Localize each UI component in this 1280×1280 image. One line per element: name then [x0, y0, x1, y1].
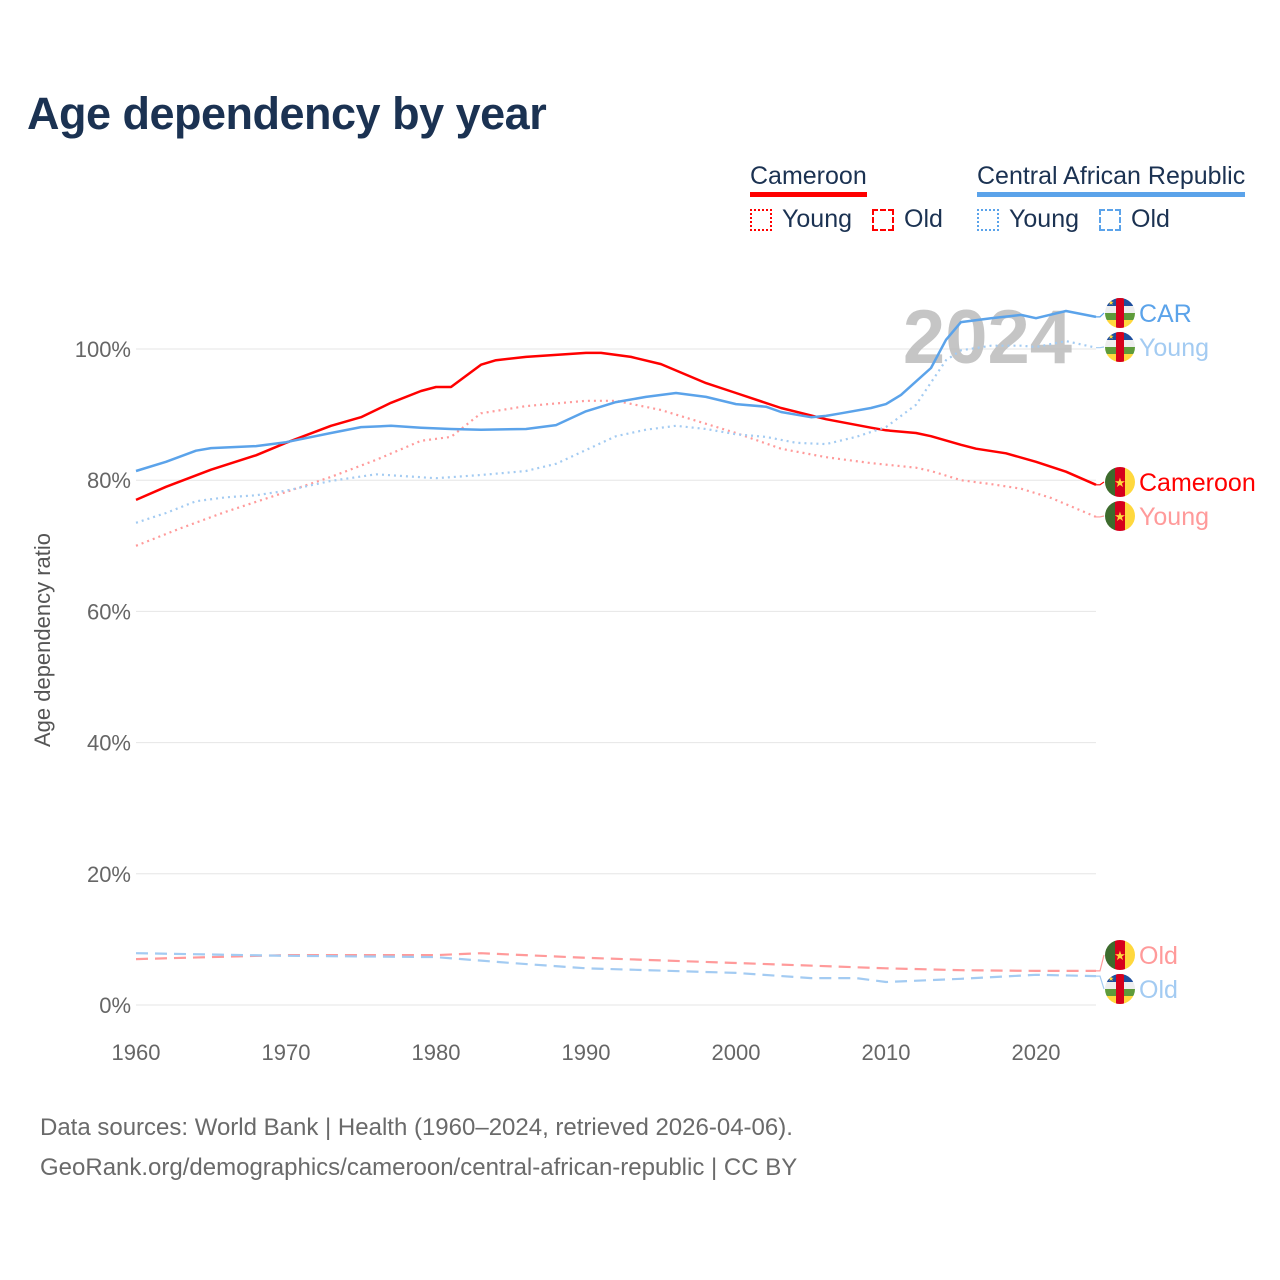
series-end-label: Young [1139, 503, 1209, 531]
svg-text:★: ★ [1114, 948, 1126, 963]
series-line-central-african-republic-old [135, 952, 1097, 984]
x-tick-label: 2000 [712, 1040, 761, 1065]
series-line-central-african-republic-young [135, 340, 1097, 524]
x-tick-label: 2010 [862, 1040, 911, 1065]
label-connector [1096, 312, 1105, 318]
y-tick-label: 80% [87, 468, 131, 493]
legend-car-old[interactable]: Old [1131, 205, 1170, 233]
x-tick-label: 1970 [262, 1040, 311, 1065]
label-connector [1096, 481, 1105, 486]
series-end-label: Old [1139, 942, 1178, 970]
y-tick-label: 60% [87, 599, 131, 624]
series-end-label: Young [1139, 334, 1209, 362]
series-end-label: Cameroon [1139, 469, 1256, 497]
svg-text:★: ★ [1108, 333, 1114, 341]
legend-cameroon-label[interactable]: Cameroon [750, 162, 867, 197]
svg-text:★: ★ [1108, 975, 1114, 983]
svg-text:★: ★ [1114, 475, 1126, 490]
svg-text:★: ★ [1114, 509, 1126, 524]
legend-car-young[interactable]: Young [1009, 205, 1079, 233]
y-axis-label: Age dependency ratio [30, 533, 55, 747]
legend-car-label[interactable]: Central African Republic [977, 162, 1246, 197]
x-tick-label: 2020 [1012, 1040, 1061, 1065]
y-tick-label: 0% [99, 993, 131, 1018]
source-link[interactable]: GeoRank.org/demographics/cameroon/centra… [40, 1154, 798, 1181]
chart-title: Age dependency by year [27, 88, 547, 139]
dotted-swatch-icon [977, 208, 999, 231]
series-line-cameroon-old [135, 952, 1096, 972]
dashed-swatch-icon [1099, 208, 1121, 231]
x-tick-label: 1960 [112, 1040, 161, 1065]
label-connector [1096, 975, 1105, 990]
series-line-cameroon [135, 351, 1097, 502]
cameroon-flag-icon: ★ [1105, 501, 1135, 531]
y-tick-label: 20% [87, 862, 131, 887]
series-end-label: Old [1139, 976, 1178, 1004]
legend-cameroon-old[interactable]: Old [904, 205, 943, 233]
car-flag-icon: ★ [1105, 332, 1135, 362]
svg-text:★: ★ [1108, 299, 1114, 307]
y-tick-label: 40% [87, 731, 131, 756]
cameroon-flag-icon: ★ [1105, 940, 1135, 970]
legend-cameroon[interactable]: Cameroon Young Old [750, 162, 943, 234]
source-note: Data sources: World Bank | Health (1960–… [40, 1114, 793, 1141]
y-tick-label: 100% [75, 337, 131, 362]
dashed-swatch-icon [872, 208, 894, 231]
label-connector [1096, 515, 1105, 518]
series-line-central-african-republic [135, 309, 1097, 473]
series-end-label: CAR [1139, 300, 1192, 328]
car-flag-icon: ★ [1105, 974, 1135, 1004]
label-connector [1096, 346, 1105, 349]
label-connector [1096, 954, 1105, 972]
legend-car[interactable]: Central African Republic Young Old [977, 162, 1246, 234]
footer: Data sources: World Bank | Health (1960–… [40, 1108, 797, 1188]
legend-cameroon-young[interactable]: Young [782, 205, 852, 233]
series-line-cameroon-young [135, 399, 1097, 547]
cameroon-flag-icon: ★ [1105, 467, 1135, 497]
x-tick-label: 1980 [412, 1040, 461, 1065]
dotted-swatch-icon [750, 208, 772, 231]
year-watermark: 2024 [903, 295, 1072, 380]
x-tick-label: 1990 [562, 1040, 611, 1065]
car-flag-icon: ★ [1105, 298, 1135, 328]
